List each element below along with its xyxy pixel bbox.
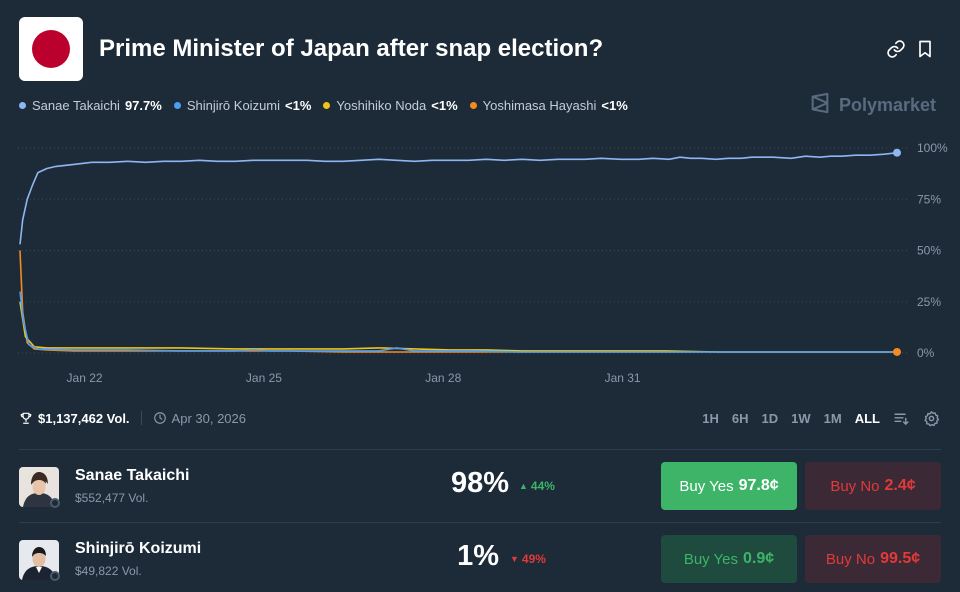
polymarket-brand[interactable]: Polymarket (809, 92, 937, 119)
x-tick-label: Jan 25 (246, 371, 282, 385)
x-tick-label: Jan 22 (67, 371, 103, 385)
japan-flag-icon (19, 17, 83, 81)
legend-dot (19, 101, 26, 109)
time-range-selector: 1H 6H 1D 1W 1M ALL (689, 408, 940, 428)
buy-yes-button[interactable]: Buy Yes 0.9¢ (661, 535, 797, 583)
legend-item: Yoshihiko Noda <1% (323, 97, 458, 113)
y-tick-label: 25% (917, 295, 941, 309)
buy-yes-button[interactable]: Buy Yes 97.8¢ (661, 462, 797, 510)
bookmark-icon[interactable] (915, 39, 935, 59)
page-title: Prime Minister of Japan after snap elect… (99, 35, 604, 62)
range-1d[interactable]: 1D (761, 410, 779, 426)
outcome-volume: $552,477 Vol. (75, 491, 149, 505)
series-end-point (893, 148, 901, 157)
legend-name: Yoshihiko Noda (336, 97, 427, 113)
series-end-point (893, 347, 901, 356)
buy-no-button[interactable]: Buy No 99.5¢ (805, 535, 941, 583)
avatar-badge (50, 571, 60, 581)
percent-change: ▲ 44% (519, 479, 555, 493)
range-1h[interactable]: 1H (702, 410, 719, 426)
y-tick-label: 50% (917, 244, 941, 258)
y-tick-label: 0% (917, 346, 935, 360)
clock-icon (153, 411, 167, 425)
triangle-down-icon: ▼ (510, 554, 519, 564)
buy-no-label: Buy No (830, 477, 880, 495)
row-divider (19, 449, 941, 450)
change-value: 44% (530, 479, 555, 493)
buy-yes-label: Buy Yes (683, 550, 739, 568)
range-1w[interactable]: 1W (791, 410, 811, 426)
range-6h[interactable]: 6H (731, 410, 749, 426)
triangle-up-icon: ▲ (519, 481, 528, 491)
flag-sun (32, 30, 70, 68)
outcome-row: Shinjirō Koizumi $49,822 Vol. 1% ▼ 49% B… (19, 535, 941, 592)
legend-dot (173, 101, 181, 109)
trophy-icon (19, 411, 33, 425)
stats-divider (140, 411, 142, 425)
y-tick-label: 75% (917, 192, 941, 206)
legend-value: <1% (285, 97, 312, 113)
outcome-name[interactable]: Sanae Takaichi (75, 467, 190, 484)
polymarket-logo-icon (809, 92, 839, 119)
legend-dot (323, 101, 331, 109)
legend-item: Sanae Takaichi 97.7% (19, 98, 162, 113)
link-icon[interactable] (886, 39, 906, 59)
buy-yes-label: Buy Yes (679, 477, 734, 495)
row-divider (19, 522, 941, 523)
buy-no-button[interactable]: Buy No 2.4¢ (805, 462, 941, 510)
buy-no-price: 2.4¢ (884, 477, 916, 494)
buy-yes-price: 0.9¢ (743, 550, 775, 567)
outcome-percent: 98% (450, 467, 509, 499)
legend-dot (469, 101, 477, 109)
percent-change: ▼ 49% (510, 552, 546, 566)
series-line (19, 151, 898, 245)
price-chart[interactable]: 100% 75% 50% 25% 0% Jan 22 Jan 25 Jan 28 Jan 31 (0, 132, 960, 392)
y-tick-label: 100% (917, 141, 948, 155)
chart-legend: Sanae Takaichi 97.7% Shinjirō Koizumi <1… (19, 97, 640, 113)
chart-svg: 100% 75% 50% 25% 0% Jan 22 Jan 25 Jan 28 Jan 31 (18, 141, 948, 385)
range-1m[interactable]: 1M (823, 410, 842, 426)
end-date: Apr 30, 2026 (171, 410, 246, 426)
avatar (19, 540, 59, 580)
outcome-volume: $49,822 Vol. (75, 564, 142, 578)
legend-item: Shinjirō Koizumi <1% (173, 97, 312, 113)
buy-yes-price: 97.8¢ (738, 477, 779, 494)
legend-name: Yoshimasa Hayashi (482, 97, 597, 113)
series-line (19, 291, 897, 353)
x-tick-label: Jan 28 (425, 371, 461, 385)
range-all[interactable]: ALL (854, 410, 880, 426)
buy-no-label: Buy No (825, 550, 876, 568)
settings-icon[interactable] (923, 410, 940, 427)
market-header: Prime Minister of Japan after snap elect… (19, 17, 941, 81)
x-tick-label: Jan 31 (605, 371, 641, 385)
total-volume: $1,137,462 Vol. (38, 410, 130, 426)
legend-name: Shinjirō Koizumi (186, 97, 281, 113)
buy-no-price: 99.5¢ (880, 550, 921, 567)
outcome-name[interactable]: Shinjirō Koizumi (75, 540, 202, 557)
brand-name: Polymarket (839, 94, 937, 115)
outcome-percent: 1% (457, 540, 499, 572)
market-stats: $1,137,462 Vol. Apr 30, 2026 (19, 408, 246, 428)
legend-name: Sanae Takaichi (32, 97, 120, 113)
outcome-row: Sanae Takaichi $552,477 Vol. 98% ▲ 44% B… (19, 462, 941, 522)
legend-item: Yoshimasa Hayashi <1% (469, 97, 628, 113)
filter-icon[interactable] (893, 410, 910, 427)
legend-value: 97.7% (124, 97, 162, 113)
series-line (19, 301, 897, 353)
change-value: 49% (521, 552, 546, 566)
avatar-badge (50, 498, 60, 508)
legend-value: <1% (431, 97, 458, 113)
legend-value: <1% (601, 97, 628, 113)
